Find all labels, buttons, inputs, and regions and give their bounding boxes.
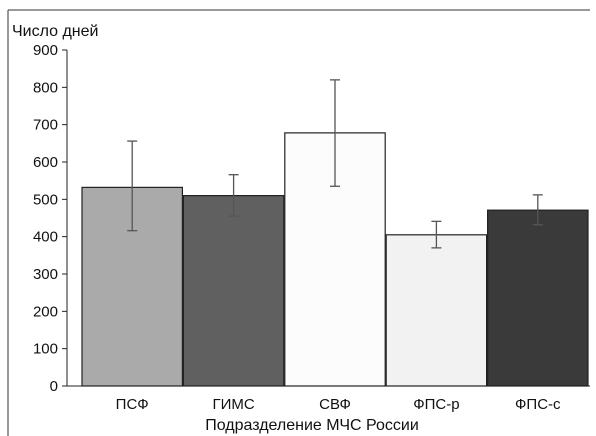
y-tick-label: 400 <box>33 229 58 246</box>
y-tick-label: 0 <box>50 378 58 395</box>
y-tick-label: 700 <box>33 117 58 134</box>
x-tick-label: ПСФ <box>116 396 149 413</box>
y-tick-label: 300 <box>33 266 58 283</box>
x-tick-label: ФПС-с <box>515 396 561 413</box>
bar-4 <box>385 234 488 387</box>
y-tick-label: 600 <box>33 154 58 171</box>
y-tick-label: 100 <box>33 341 58 358</box>
y-tick-label: 800 <box>33 79 58 96</box>
y-tick-label: 900 <box>33 42 58 59</box>
x-tick-label: ГИМС <box>212 396 254 413</box>
y-tick-label: 500 <box>33 191 58 208</box>
x-tick-labels: ПСФ ГИМС СВФ ФПС-р ФПС-с <box>116 396 561 413</box>
bar-5 <box>487 209 589 387</box>
x-tick-label: ФПС-р <box>413 396 459 413</box>
bar-2 <box>182 195 285 387</box>
y-tick-label: 200 <box>33 303 58 320</box>
error-bars-group <box>127 79 543 249</box>
y-axis-label: Число дней <box>12 23 98 40</box>
x-axis-label: Подразделение МЧС России <box>205 417 419 434</box>
x-tick-label: СВФ <box>319 396 351 413</box>
